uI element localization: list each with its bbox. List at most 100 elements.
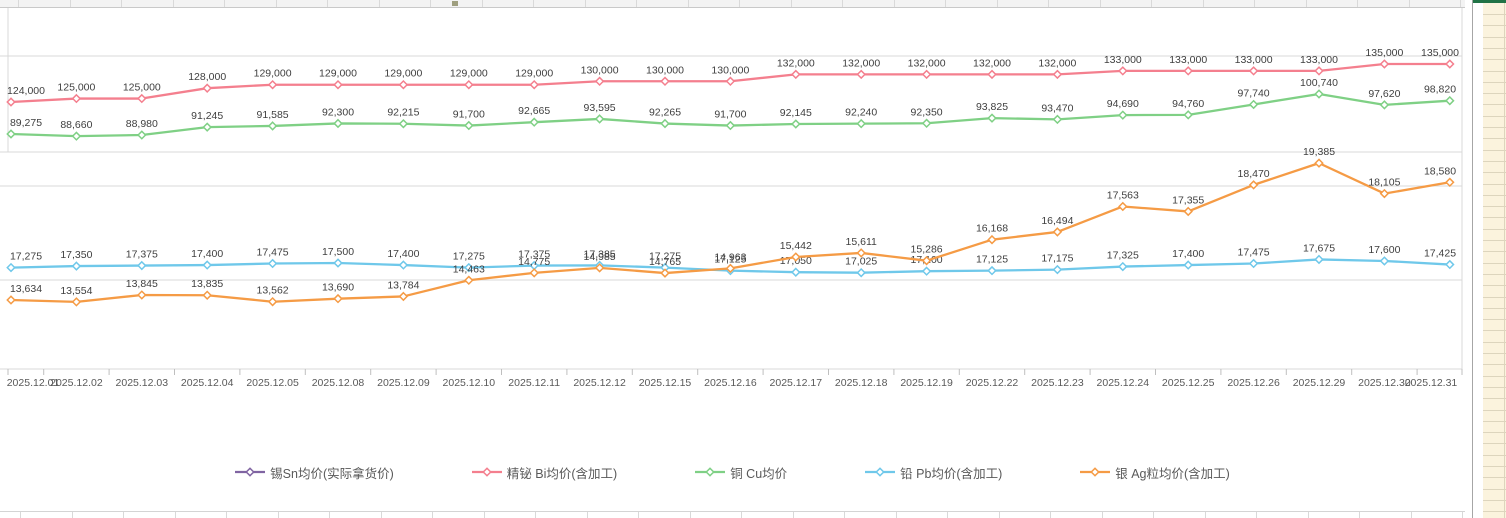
- spreadsheet-top-row[interactable]: [0, 0, 1473, 8]
- data-label: 13,835: [191, 278, 223, 290]
- data-point-marker: [725, 76, 736, 87]
- data-point-marker: [529, 268, 539, 278]
- cell-border: [1483, 194, 1506, 196]
- data-label: 13,562: [257, 285, 289, 297]
- cell-border: [945, 0, 946, 7]
- cell-content-marker: [452, 1, 458, 6]
- data-point-marker: [1379, 59, 1390, 69]
- cell-border: [1483, 14, 1506, 15]
- data-label: 129,000: [254, 68, 292, 80]
- x-axis-label: 2025.12.18: [835, 377, 888, 389]
- x-axis-label: 2025.12.05: [246, 377, 299, 389]
- data-point-marker: [464, 79, 474, 90]
- cell-border: [224, 0, 225, 7]
- cell-border: [1483, 398, 1506, 400]
- data-label: 130,000: [711, 64, 749, 76]
- legend-item[interactable]: 铜 Cu均价: [695, 463, 787, 482]
- data-label: 129,000: [450, 68, 488, 80]
- cell-border: [1483, 127, 1506, 128]
- cell-border: [1202, 0, 1204, 7]
- data-point-marker: [71, 297, 82, 307]
- data-label: 13,554: [60, 285, 92, 297]
- x-axis-label: 2025.12.25: [1162, 377, 1215, 389]
- data-point-marker: [791, 252, 801, 262]
- data-label: 17,175: [1041, 253, 1073, 265]
- cell-border: [1483, 104, 1506, 106]
- legend-marker-icon: [1080, 467, 1111, 477]
- cell-border: [1483, 409, 1506, 411]
- data-point-marker: [1445, 59, 1455, 69]
- price-line-chart[interactable]: 2025.12.01 2025.12.02 2025.12.03 2025.12.04…: [0, 8, 1465, 511]
- legend-item[interactable]: 银 Ag粒均价(含加工): [1080, 463, 1230, 482]
- legend-item[interactable]: 精铋 Bi均价(含加工): [471, 463, 617, 482]
- data-point-marker: [921, 118, 932, 129]
- data-point-marker: [464, 262, 474, 273]
- data-point-marker: [333, 118, 343, 129]
- data-point-marker: [1118, 261, 1128, 272]
- data-point-marker: [267, 79, 278, 90]
- data-label: 14,985: [584, 251, 616, 263]
- x-axis-label: 2025.12.17: [770, 377, 823, 389]
- cell-border: [790, 0, 792, 7]
- data-label: 17,385: [584, 248, 616, 260]
- x-axis-label: 2025.12.23: [1031, 377, 1084, 389]
- data-point-marker: [202, 290, 212, 300]
- x-axis-label: 2025.12.31: [1405, 377, 1458, 389]
- data-label: 91,700: [453, 109, 485, 121]
- cell-border: [1483, 217, 1506, 219]
- data-label: 17,400: [191, 248, 223, 260]
- data-label: 130,000: [646, 64, 684, 76]
- cell-border: [1048, 0, 1049, 7]
- cell-border: [1460, 0, 1461, 7]
- data-label: 92,240: [845, 107, 877, 119]
- data-point-marker: [791, 267, 801, 277]
- data-label: 17,475: [1238, 247, 1270, 259]
- cell-border: [1483, 273, 1506, 275]
- data-label: 16,168: [976, 223, 1008, 235]
- data-label: 91,585: [257, 109, 289, 121]
- cell-border: [947, 512, 948, 518]
- cell-border: [1483, 386, 1506, 388]
- data-label: 17,125: [714, 254, 746, 266]
- data-label: 128,000: [188, 71, 226, 83]
- x-axis-label: 2025.12.03: [116, 377, 169, 389]
- data-point-marker: [137, 130, 147, 140]
- data-label: 93,470: [1041, 102, 1073, 114]
- cell-border: [1504, 3, 1505, 518]
- data-label: 14,775: [518, 256, 550, 268]
- data-point-marker: [398, 260, 409, 270]
- x-axis-label: 2025.12.19: [900, 377, 953, 389]
- data-label: 13,845: [126, 278, 158, 290]
- spreadsheet-bottom-row[interactable]: [0, 511, 1465, 518]
- cell-border: [1483, 138, 1506, 140]
- data-point-marker: [594, 263, 605, 273]
- data-point-marker: [921, 69, 932, 80]
- data-point-marker: [660, 118, 670, 129]
- data-label: 92,145: [780, 107, 812, 119]
- cell-border: [533, 0, 534, 7]
- legend-marker-icon: [865, 467, 896, 477]
- cell-border: [1483, 319, 1506, 321]
- legend-item[interactable]: 铅 Pb均价(含加工): [865, 463, 1002, 482]
- cell-border: [1101, 512, 1103, 518]
- cell-border: [1050, 512, 1051, 518]
- data-point-marker: [1248, 258, 1259, 269]
- cell-border: [1483, 432, 1506, 434]
- data-label: 18,580: [1424, 165, 1456, 177]
- legend-item[interactable]: 锡Sn均价(实际拿货价): [235, 463, 394, 482]
- cell-border: [1204, 512, 1206, 518]
- data-label: 19,385: [1303, 146, 1335, 158]
- x-axis-label: 2025.12.08: [312, 377, 365, 389]
- data-point-marker: [6, 97, 16, 107]
- data-label: 17,275: [453, 251, 485, 263]
- data-label: 92,350: [911, 106, 943, 118]
- data-point-marker: [464, 275, 474, 286]
- data-label: 14,765: [649, 256, 681, 268]
- data-label: 17,375: [126, 249, 158, 261]
- data-point-marker: [1052, 114, 1063, 125]
- data-label: 92,215: [387, 107, 419, 119]
- data-label: 13,690: [322, 282, 354, 294]
- highlighted-column-cells[interactable]: [1483, 3, 1506, 518]
- column-border: [1472, 0, 1473, 518]
